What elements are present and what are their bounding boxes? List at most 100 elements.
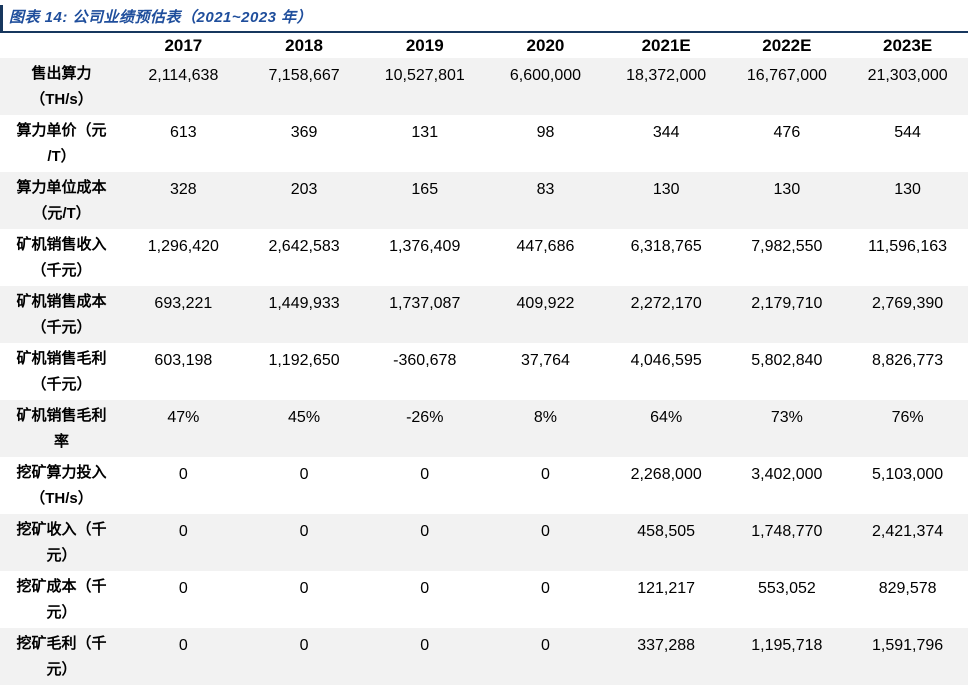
row-label-line: 矿机销售毛利 xyxy=(16,407,107,424)
row-label-line: 算力单价（元 xyxy=(16,122,107,139)
data-cell: 130 xyxy=(726,172,848,229)
data-cell: 1,195,718 xyxy=(726,628,848,685)
row-label: 算力单价（元/T） xyxy=(0,115,123,172)
data-cell: 165 xyxy=(364,172,486,229)
row-label-line: 挖矿成本（千 xyxy=(16,578,107,595)
row-label: 售出算力 （TH/s） xyxy=(0,58,123,115)
row-label-line: （千元） xyxy=(31,262,92,279)
data-cell: 98 xyxy=(536,124,555,141)
row-label-line: 矿机销售收入 xyxy=(16,236,107,253)
data-cell: 64% xyxy=(605,400,727,457)
data-cell: 45% xyxy=(243,400,365,457)
header-cell-year: 2018 xyxy=(243,33,365,58)
data-cell: 2,769,390 xyxy=(847,286,968,343)
header-cell-year: 2019 xyxy=(364,33,486,58)
row-label-line: /T） xyxy=(47,148,76,165)
data-cell: 337,288 xyxy=(605,628,727,685)
header-cell-year: 2023E xyxy=(847,33,968,58)
data-cell: 369 xyxy=(290,124,318,141)
row-label-line: 算力单位成本 xyxy=(16,179,107,196)
figure-title: 图表 14: 公司业绩预估表（2021~2023 年） xyxy=(9,9,313,26)
table-row: 售出算力 （TH/s） 2,114,638 7,158,667 10,527,801 6,… xyxy=(0,58,968,115)
data-cell: 0 xyxy=(420,580,430,597)
row-label-line: 元） xyxy=(46,604,77,621)
data-cell: 8% xyxy=(485,400,606,457)
header-cell-year: 2020 xyxy=(485,33,606,58)
data-cell: 613 xyxy=(170,124,197,141)
row-label-line: 售出算力 xyxy=(31,65,92,82)
data-cell: 0 xyxy=(541,466,550,483)
data-cell: 203 xyxy=(243,172,365,229)
header-cell-label xyxy=(0,33,123,58)
row-label-line: （TH/s） xyxy=(30,490,93,507)
data-cell: 4,046,595 xyxy=(630,352,702,369)
data-cell: 10,527,801 xyxy=(364,58,486,115)
data-cell: 5,802,840 xyxy=(751,352,823,369)
data-cell: 0 xyxy=(243,514,365,571)
table-row: 挖矿算力投入 （TH/s） 0 0 0 0 2,268,000 3,402,000 5,103,… xyxy=(0,457,968,514)
data-cell: 0 xyxy=(299,466,309,483)
data-cell: 409,922 xyxy=(485,286,606,343)
row-label-line: 挖矿毛利（千 xyxy=(16,635,107,652)
data-cell: 0 xyxy=(485,514,606,571)
data-cell: 1,192,650 xyxy=(268,352,340,369)
data-cell: 0 xyxy=(420,466,430,483)
data-cell: 2,179,710 xyxy=(726,286,848,343)
table-body: 售出算力 （TH/s） 2,114,638 7,158,667 10,527,801 6,… xyxy=(0,58,968,685)
row-label: 矿机销售收入 （千元） xyxy=(0,229,123,286)
table-row: 矿机销售毛利率 47% 45% -26% 8% 64% 73% 76% xyxy=(0,400,968,457)
data-cell: 21,303,000 xyxy=(847,58,968,115)
row-label-line: 矿机销售毛利 xyxy=(16,350,107,367)
data-cell: 328 xyxy=(123,172,244,229)
data-cell: 458,505 xyxy=(605,514,727,571)
data-cell: 2,114,638 xyxy=(123,58,244,115)
data-cell: 2,268,000 xyxy=(630,466,702,483)
row-label-line: 元） xyxy=(46,547,77,564)
row-label: 挖矿算力投入 （TH/s） xyxy=(0,457,123,514)
data-cell: 11,596,163 xyxy=(868,238,948,255)
data-cell: 3,402,000 xyxy=(751,466,823,483)
table-row: 矿机销售毛利 （千元） 603,198 1,192,650 -360,678 37,764… xyxy=(0,343,968,400)
data-cell: 7,982,550 xyxy=(751,238,823,255)
data-cell: 37,764 xyxy=(520,352,570,369)
row-label: 挖矿收入（千 元） xyxy=(0,514,123,571)
data-cell: 16,767,000 xyxy=(726,58,848,115)
table-row: 算力单位成本 （元/T） 328 203 165 83 130 130 130 xyxy=(0,172,968,229)
data-cell: 603,198 xyxy=(154,352,213,369)
row-label: 矿机销售毛利率 xyxy=(0,400,123,457)
data-cell: 0 xyxy=(364,628,486,685)
row-label: 算力单位成本 （元/T） xyxy=(0,172,123,229)
data-cell: 130 xyxy=(605,172,727,229)
data-cell: 76% xyxy=(847,400,968,457)
data-cell: 1,737,087 xyxy=(364,286,486,343)
row-label-line: （千元） xyxy=(31,376,92,393)
data-cell: 0 xyxy=(364,514,486,571)
row-label: 矿机销售成本 （千元） xyxy=(0,286,123,343)
row-label: 矿机销售毛利 （千元） xyxy=(0,343,123,400)
row-label-line: 元） xyxy=(46,661,77,678)
accent-bar xyxy=(0,5,3,31)
row-label-line: （TH/s） xyxy=(30,91,93,108)
data-cell: -360,678 xyxy=(393,352,457,369)
data-cell: 5,103,000 xyxy=(872,466,944,483)
data-cell: 1,591,796 xyxy=(847,628,968,685)
row-label-line: （元/T） xyxy=(32,205,91,222)
data-cell: 0 xyxy=(178,580,188,597)
data-cell: 1,449,933 xyxy=(243,286,365,343)
data-cell: 83 xyxy=(485,172,606,229)
data-cell: 130 xyxy=(847,172,968,229)
data-cell: 344 xyxy=(652,124,680,141)
header-cell-year: 2021E xyxy=(605,33,727,58)
data-cell: 0 xyxy=(243,628,365,685)
data-cell: -26% xyxy=(364,400,486,457)
data-cell: 18,372,000 xyxy=(605,58,727,115)
data-cell: 1,296,420 xyxy=(147,238,219,255)
figure-titlebar: 图表 14: 公司业绩预估表（2021~2023 年） xyxy=(0,0,968,33)
header-cell-year: 2022E xyxy=(726,33,848,58)
data-cell: 1,376,409 xyxy=(389,238,461,255)
data-cell: 544 xyxy=(894,124,921,141)
header-cell-year: 2017 xyxy=(123,33,244,58)
row-label-line: 矿机销售成本 xyxy=(16,293,107,310)
data-cell: 6,600,000 xyxy=(485,58,606,115)
